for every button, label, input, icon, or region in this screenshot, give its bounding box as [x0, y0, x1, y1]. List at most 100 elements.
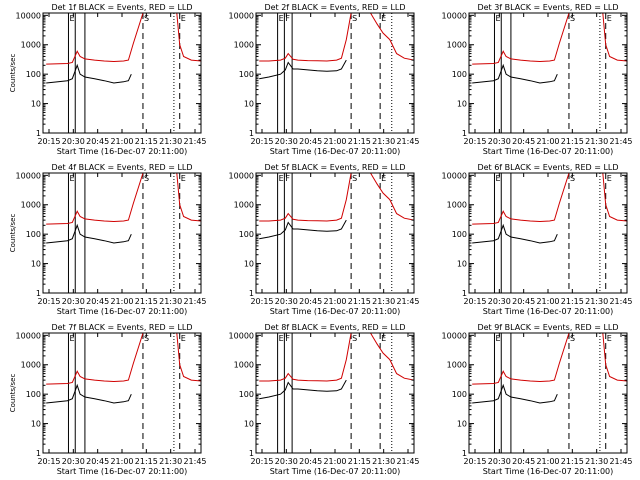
y-tick-label: 10 — [244, 100, 254, 109]
x-axis-label: Start Time (16-Dec-07 20:11:00) — [483, 147, 614, 156]
x-tick-label: 20:45 — [512, 457, 535, 466]
y-tick-label: 1 — [249, 449, 254, 458]
x-tick-label: 20:30 — [62, 137, 85, 146]
y-tick-label: 100 — [239, 230, 254, 239]
marker-label: E — [279, 174, 284, 183]
y-tick-label: 10000 — [229, 331, 254, 340]
panel-title: Det 5f BLACK = Events, RED = LLD — [264, 163, 405, 172]
y-tick-label: 1000 — [21, 201, 41, 210]
x-tick-label: 21:15 — [135, 137, 158, 146]
x-tick-label: 21:00 — [323, 457, 346, 466]
y-tick-label: 10000 — [442, 331, 467, 340]
x-tick-label: 20:30 — [488, 137, 511, 146]
marker-label: E — [495, 14, 500, 23]
x-tick-label: 21:15 — [348, 137, 371, 146]
marker-label: E — [279, 334, 284, 343]
x-tick-label: 21:30 — [585, 457, 608, 466]
plot-frame — [255, 172, 415, 294]
y-tick-label: 10 — [244, 420, 254, 429]
series-line-lld — [259, 173, 414, 222]
y-tick-label: 10 — [31, 100, 41, 109]
panel-title: Det 6f BLACK = Events, RED = LLD — [477, 163, 618, 172]
x-tick-label: 20:15 — [463, 137, 486, 146]
y-tick-label: 10000 — [442, 171, 467, 180]
x-tick-label: 21:15 — [135, 297, 158, 306]
y-tick-label: 1000 — [234, 361, 254, 370]
y-tick-label: 10000 — [442, 11, 467, 20]
x-axis-label: Start Time (16-Dec-07 20:11:00) — [483, 307, 614, 316]
plot-frame — [42, 172, 202, 294]
x-tick-label: 20:15 — [250, 297, 273, 306]
marker-label: S — [570, 334, 575, 343]
series-line-lld — [46, 173, 201, 225]
x-tick-label: 21:30 — [372, 457, 395, 466]
y-tick-label: 100 — [452, 390, 467, 399]
marker-label: E — [181, 334, 186, 343]
y-tick-label: 10 — [244, 260, 254, 269]
series-line-lld — [46, 333, 201, 385]
x-axis-label: Start Time (16-Dec-07 20:11:00) — [483, 467, 614, 476]
x-tick-label: 21:00 — [110, 137, 133, 146]
y-tick-label: 1000 — [21, 41, 41, 50]
x-tick-label: 20:15 — [250, 137, 273, 146]
x-tick-label: 20:45 — [299, 137, 322, 146]
panel-title: Det 3f BLACK = Events, RED = LLD — [477, 3, 618, 12]
marker-label: S — [144, 334, 149, 343]
y-tick-label: 100 — [239, 390, 254, 399]
y-tick-label: 10 — [31, 420, 41, 429]
y-tick-label: 1 — [249, 289, 254, 298]
marker-label: E — [181, 14, 186, 23]
marker-label: E — [495, 334, 500, 343]
x-tick-label: 21:15 — [561, 137, 584, 146]
y-tick-label: 100 — [26, 230, 41, 239]
series-line-events — [472, 223, 558, 244]
panel-title: Det 2f BLACK = Events, RED = LLD — [264, 3, 405, 12]
x-tick-label: 21:30 — [585, 137, 608, 146]
x-tick-label: 20:15 — [250, 457, 273, 466]
y-tick-label: 1 — [462, 449, 467, 458]
series-line-events — [46, 223, 132, 244]
y-tick-label: 10 — [457, 420, 467, 429]
x-tick-label: 21:15 — [348, 457, 371, 466]
x-tick-label: 21:30 — [372, 137, 395, 146]
marker-label: E — [181, 174, 186, 183]
x-tick-label: 20:30 — [275, 457, 298, 466]
x-tick-label: 20:45 — [299, 457, 322, 466]
series-line-events — [472, 383, 558, 404]
series-line-events — [259, 59, 347, 80]
x-axis-label: Start Time (16-Dec-07 20:11:00) — [270, 467, 401, 476]
x-tick-label: 20:30 — [275, 137, 298, 146]
x-tick-label: 20:45 — [86, 137, 109, 146]
x-tick-label: 21:45 — [183, 457, 206, 466]
detector-panel-7: Det 7f BLACK = Events, RED = LLD E S E 20:15… — [9, 323, 207, 476]
y-tick-label: 1 — [462, 289, 467, 298]
x-tick-label: 20:45 — [86, 457, 109, 466]
panel-title: Det 9f BLACK = Events, RED = LLD — [477, 323, 618, 332]
plot-frame — [468, 172, 628, 294]
marker-label: E — [607, 334, 612, 343]
y-axis-label: Counts/sec — [9, 54, 17, 93]
x-tick-label: 20:30 — [62, 297, 85, 306]
marker-label: E — [69, 174, 74, 183]
y-axis-label: Counts/sec — [9, 374, 17, 413]
x-tick-label: 20:30 — [488, 457, 511, 466]
y-tick-label: 10 — [457, 260, 467, 269]
x-tick-label: 20:15 — [37, 297, 60, 306]
series-line-events — [46, 63, 132, 84]
marker-label: E — [69, 334, 74, 343]
marker-label: E — [495, 174, 500, 183]
x-tick-label: 21:00 — [536, 137, 559, 146]
marker-label: E — [607, 174, 612, 183]
marker-label: S — [144, 14, 149, 23]
plot-frame — [468, 332, 628, 454]
x-tick-label: 21:15 — [561, 297, 584, 306]
x-tick-label: 21:45 — [609, 137, 632, 146]
y-tick-label: 10 — [457, 100, 467, 109]
x-tick-label: 20:45 — [299, 297, 322, 306]
y-tick-label: 100 — [26, 390, 41, 399]
series-line-events — [46, 383, 132, 404]
x-tick-label: 21:15 — [348, 297, 371, 306]
detector-panel-6: Det 6f BLACK = Events, RED = LLD E S E 20:15… — [442, 163, 633, 316]
x-tick-label: 20:15 — [463, 297, 486, 306]
plot-frame — [42, 332, 202, 454]
